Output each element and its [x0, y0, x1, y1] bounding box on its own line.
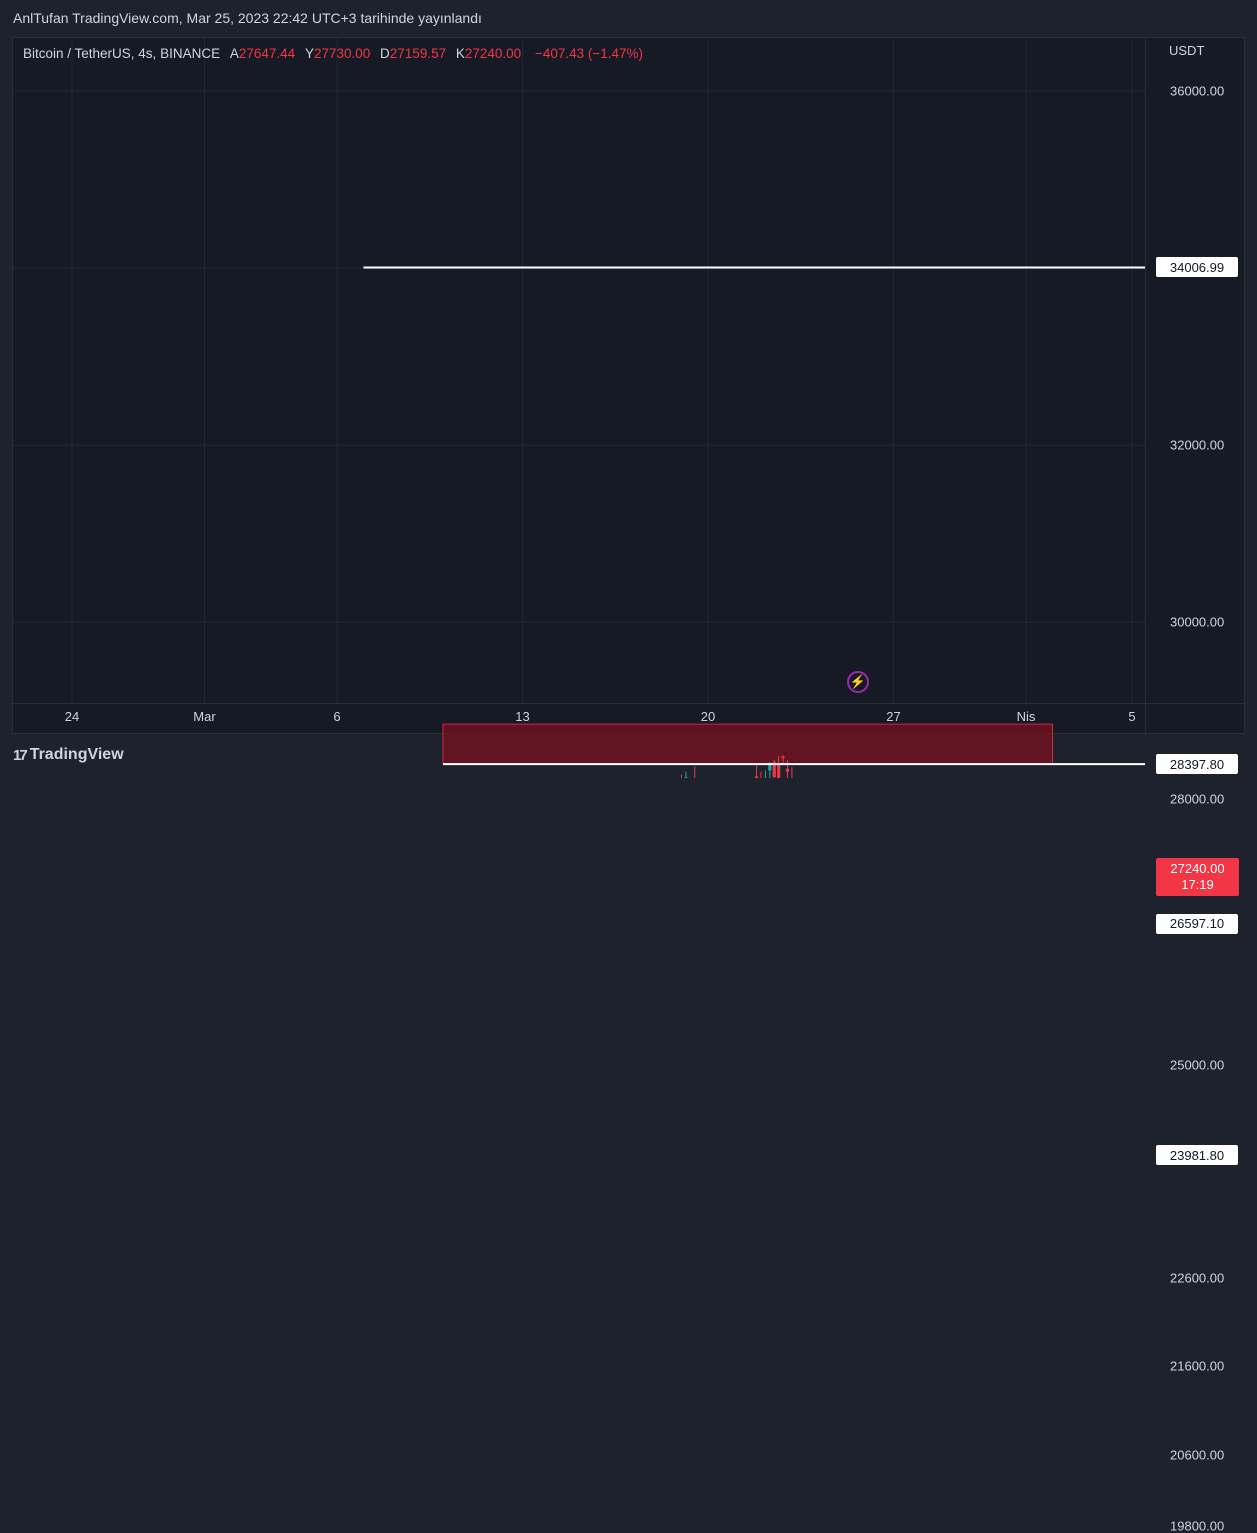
price-tick-label: 32000.00 [1170, 438, 1224, 453]
price-tick-label: 22600.00 [1170, 1270, 1224, 1285]
ohlc-legend: Bitcoin / TetherUS, 4s, BINANCE A27647.4… [23, 46, 643, 61]
time-tick-label: 20 [701, 709, 715, 724]
price-tick-label: 28000.00 [1170, 792, 1224, 807]
line-price-tag: 28397.80 [1156, 754, 1238, 774]
low-key: D [380, 46, 390, 61]
low-value: 27159.57 [390, 46, 446, 61]
price-tick-label: 20600.00 [1170, 1447, 1224, 1462]
time-tick-label: 5 [1128, 709, 1135, 724]
symbol-label: Bitcoin / TetherUS, 4s, BINANCE [23, 46, 220, 61]
price-tick-label: 19800.00 [1170, 1518, 1224, 1533]
time-tick-label: 13 [515, 709, 529, 724]
candle-body [781, 757, 784, 759]
line-price-tag: 34006.99 [1156, 257, 1238, 277]
candlestick-plot[interactable] [0, 0, 1257, 778]
bar-countdown: 17:19 [1181, 877, 1214, 893]
candle-body [786, 769, 789, 772]
line-price-tag: 23981.80 [1156, 1145, 1238, 1165]
flash-icon[interactable]: ⚡ [847, 671, 869, 693]
line-price-tag: 26597.10 [1156, 914, 1238, 934]
time-tick-label: Mar [193, 709, 215, 724]
last-price-tag: 27240.00 17:19 [1156, 858, 1239, 896]
open-key: A [230, 46, 239, 61]
open-value: 27647.44 [239, 46, 295, 61]
last-price-value: 27240.00 [1170, 861, 1224, 877]
tradingview-logo-text: TradingView [30, 746, 124, 764]
time-tick-label: 27 [886, 709, 900, 724]
tradingview-mark-icon: 17 [13, 747, 26, 764]
high-key: Y [305, 46, 314, 61]
currency-label[interactable]: USDT [1169, 43, 1204, 58]
change-value: −407.43 (−1.47%) [535, 46, 643, 61]
candle-body [777, 763, 780, 778]
close-key: K [456, 46, 465, 61]
close-value: 27240.00 [465, 46, 521, 61]
high-value: 27730.00 [314, 46, 370, 61]
resistance-zone [443, 724, 1053, 764]
price-axis-divider [1145, 37, 1146, 734]
time-tick-label: 6 [333, 709, 340, 724]
time-axis-divider [12, 703, 1245, 704]
price-tick-label: 21600.00 [1170, 1359, 1224, 1374]
price-tick-label: 36000.00 [1170, 84, 1224, 99]
price-tick-label: 30000.00 [1170, 615, 1224, 630]
time-tick-label: 24 [65, 709, 79, 724]
price-tick-label: 25000.00 [1170, 1058, 1224, 1073]
tradingview-logo[interactable]: 17 TradingView [13, 746, 124, 764]
time-tick-label: Nis [1017, 709, 1036, 724]
